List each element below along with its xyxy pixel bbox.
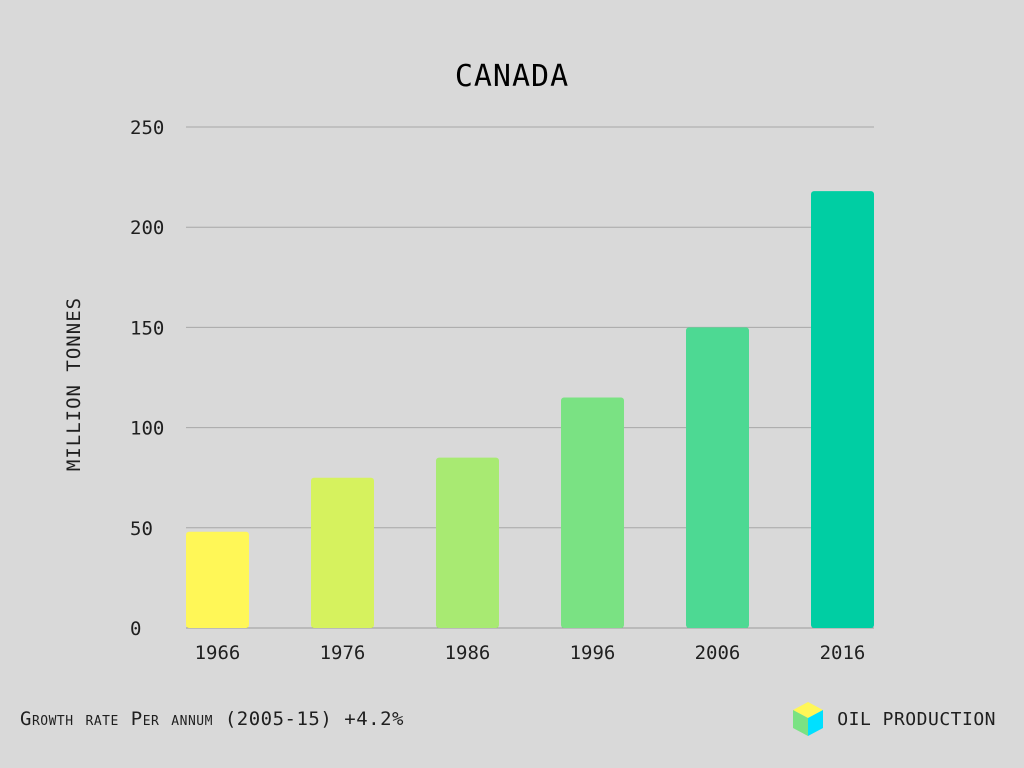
bar-1986 — [436, 457, 499, 628]
y-tick-label: 50 — [130, 518, 153, 540]
x-tick-labels: 1966 1976 1986 1996 2006 2016 — [195, 642, 866, 664]
x-tick-label: 2016 — [820, 642, 866, 664]
bar-1976 — [311, 477, 374, 628]
gridlines — [186, 126, 874, 629]
x-tick-label: 1996 — [570, 642, 616, 664]
bar-2006 — [686, 327, 749, 628]
bar-chart: CANADA MILLION TONNES 0 50 100 150 200 250 19… — [63, 59, 874, 664]
y-tick-label: 0 — [130, 618, 141, 640]
bars — [186, 191, 874, 629]
x-tick-label: 1976 — [320, 642, 366, 664]
bar-2016 — [811, 191, 874, 629]
x-tick-label: 2006 — [695, 642, 741, 664]
growth-rate-note: Growth rate Per annum (2005-15) +4.2% — [20, 708, 404, 730]
brand-label: OIL PRODUCTION — [837, 708, 996, 730]
y-tick-label: 150 — [130, 317, 164, 339]
y-axis-title: MILLION TONNES — [63, 297, 85, 471]
y-tick-labels: 0 50 100 150 200 250 — [130, 117, 164, 640]
bar-1996 — [561, 397, 624, 628]
x-tick-label: 1986 — [445, 642, 491, 664]
bar-1966 — [186, 531, 249, 628]
y-tick-label: 100 — [130, 418, 164, 440]
y-tick-label: 250 — [130, 117, 164, 139]
x-tick-label: 1966 — [195, 642, 241, 664]
y-tick-label: 200 — [130, 217, 164, 239]
brand-badge: OIL PRODUCTION — [791, 700, 996, 738]
cube-icon — [793, 702, 824, 736]
chart-title: CANADA — [455, 59, 569, 94]
